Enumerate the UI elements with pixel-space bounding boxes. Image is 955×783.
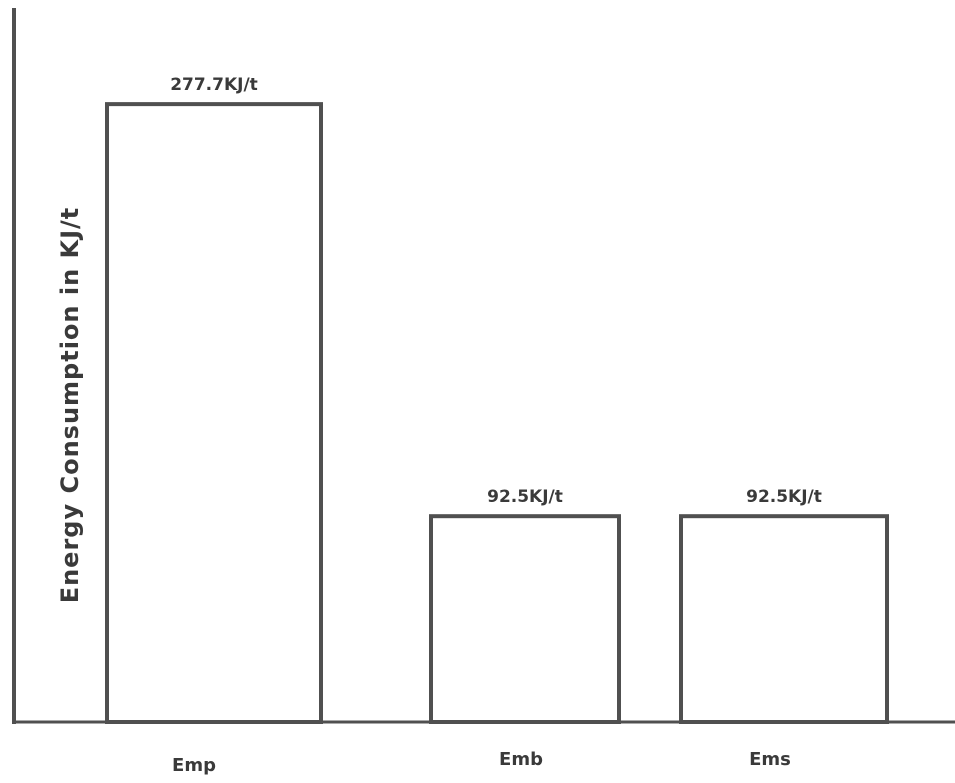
y-axis-label: Energy Consumption in KJ/t — [56, 207, 84, 604]
x-tick-label-emb: Emb — [499, 749, 543, 770]
x-tick-label-ems: Ems — [749, 749, 791, 770]
labels-layer: 277.7KJ/t Emp 92.5KJ/t Emb 92.5KJ/t Ems — [170, 75, 822, 776]
bar-emb — [429, 514, 621, 724]
x-tick-label-emp: Emp — [172, 755, 216, 776]
bar-ems — [679, 514, 889, 724]
data-label-emb: 92.5KJ/t — [487, 487, 563, 507]
bar-emp — [105, 102, 323, 725]
bars-layer — [105, 102, 889, 725]
data-label-ems: 92.5KJ/t — [746, 487, 822, 507]
data-label-emp: 277.7KJ/t — [170, 75, 258, 95]
